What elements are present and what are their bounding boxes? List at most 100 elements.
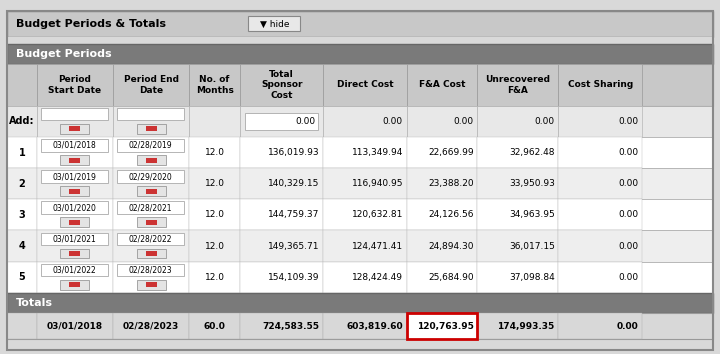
Text: 0.00: 0.00 bbox=[295, 117, 315, 126]
Text: 0.00: 0.00 bbox=[534, 117, 554, 126]
Bar bbox=[7, 137, 713, 168]
Bar bbox=[60, 186, 89, 196]
Bar bbox=[7, 230, 713, 262]
Bar bbox=[477, 137, 558, 168]
Bar bbox=[323, 199, 407, 230]
Bar bbox=[7, 262, 37, 293]
Bar bbox=[323, 137, 407, 168]
Bar bbox=[189, 262, 240, 293]
Text: 154,109.39: 154,109.39 bbox=[269, 273, 320, 282]
Bar bbox=[137, 217, 166, 227]
Bar bbox=[137, 280, 166, 290]
Bar bbox=[37, 64, 113, 106]
Bar bbox=[145, 251, 157, 256]
Text: 22,669.99: 22,669.99 bbox=[428, 148, 474, 157]
Bar bbox=[7, 168, 37, 199]
Text: 60.0: 60.0 bbox=[204, 321, 225, 331]
Text: No. of
Months: No. of Months bbox=[196, 75, 233, 95]
Bar bbox=[145, 220, 157, 225]
Text: 1: 1 bbox=[19, 148, 25, 158]
Text: Add:: Add: bbox=[9, 116, 35, 126]
Text: 724,583.55: 724,583.55 bbox=[263, 321, 320, 331]
Text: Budget Periods & Totals: Budget Periods & Totals bbox=[16, 19, 166, 29]
Bar bbox=[113, 262, 189, 293]
Text: 33,950.93: 33,950.93 bbox=[509, 179, 554, 188]
Bar bbox=[245, 113, 318, 130]
Bar bbox=[558, 106, 642, 137]
Bar bbox=[240, 137, 323, 168]
Bar bbox=[40, 201, 108, 214]
Bar bbox=[477, 199, 558, 230]
Bar bbox=[69, 189, 81, 194]
Bar bbox=[558, 137, 642, 168]
Text: Total
Sponsor
Cost: Total Sponsor Cost bbox=[261, 70, 302, 100]
Bar bbox=[7, 137, 37, 168]
Bar bbox=[145, 189, 157, 194]
Text: 02/29/2020: 02/29/2020 bbox=[128, 172, 172, 181]
Bar bbox=[189, 168, 240, 199]
Bar bbox=[7, 313, 713, 339]
Text: 0.00: 0.00 bbox=[618, 210, 639, 219]
Bar bbox=[37, 137, 113, 168]
Text: Period
Start Date: Period Start Date bbox=[48, 75, 102, 95]
Text: 02/28/2023: 02/28/2023 bbox=[129, 266, 172, 274]
Bar bbox=[240, 106, 323, 137]
Text: Cost Sharing: Cost Sharing bbox=[567, 80, 633, 90]
Bar bbox=[37, 199, 113, 230]
Bar bbox=[145, 126, 157, 131]
Text: 34,963.95: 34,963.95 bbox=[509, 210, 554, 219]
Text: 0.00: 0.00 bbox=[454, 117, 474, 126]
Text: 03/01/2021: 03/01/2021 bbox=[53, 234, 96, 243]
Bar bbox=[558, 64, 642, 106]
Bar bbox=[137, 249, 166, 258]
Bar bbox=[323, 262, 407, 293]
Bar bbox=[37, 313, 113, 339]
Text: 0.00: 0.00 bbox=[617, 321, 639, 331]
Bar bbox=[7, 37, 713, 44]
Bar bbox=[40, 170, 108, 183]
Text: 12.0: 12.0 bbox=[204, 179, 225, 188]
Bar bbox=[248, 16, 300, 32]
Text: 0.00: 0.00 bbox=[383, 117, 403, 126]
Text: 2: 2 bbox=[19, 179, 25, 189]
Text: F&A Cost: F&A Cost bbox=[418, 80, 465, 90]
Bar bbox=[477, 168, 558, 199]
Bar bbox=[407, 168, 477, 199]
Bar bbox=[113, 168, 189, 199]
Bar bbox=[7, 262, 713, 293]
Text: 37,098.84: 37,098.84 bbox=[509, 273, 554, 282]
Bar bbox=[7, 11, 713, 37]
Text: 32,962.48: 32,962.48 bbox=[509, 148, 554, 157]
Text: ▼ hide: ▼ hide bbox=[260, 19, 289, 28]
Bar bbox=[407, 137, 477, 168]
Text: 0.00: 0.00 bbox=[618, 179, 639, 188]
Bar bbox=[69, 158, 81, 162]
Text: Unrecovered
F&A: Unrecovered F&A bbox=[485, 75, 550, 95]
Bar bbox=[37, 262, 113, 293]
Bar bbox=[240, 262, 323, 293]
Bar bbox=[37, 106, 113, 137]
Bar bbox=[407, 106, 477, 137]
Bar bbox=[477, 230, 558, 262]
Text: 03/01/2018: 03/01/2018 bbox=[53, 141, 96, 150]
Text: 149,365.71: 149,365.71 bbox=[269, 241, 320, 251]
Bar bbox=[189, 199, 240, 230]
Text: 25,684.90: 25,684.90 bbox=[428, 273, 474, 282]
Text: 02/28/2023: 02/28/2023 bbox=[123, 321, 179, 331]
Bar bbox=[37, 230, 113, 262]
Bar bbox=[117, 170, 184, 183]
Text: 03/01/2018: 03/01/2018 bbox=[47, 321, 103, 331]
Text: 03/01/2020: 03/01/2020 bbox=[53, 203, 96, 212]
Bar bbox=[7, 230, 37, 262]
Text: 02/28/2021: 02/28/2021 bbox=[129, 203, 172, 212]
Bar bbox=[189, 137, 240, 168]
Text: 0.00: 0.00 bbox=[618, 241, 639, 251]
Bar bbox=[69, 251, 81, 256]
Bar bbox=[60, 249, 89, 258]
Bar bbox=[60, 155, 89, 165]
Text: 36,017.15: 36,017.15 bbox=[509, 241, 554, 251]
Bar bbox=[40, 139, 108, 152]
Text: 128,424.49: 128,424.49 bbox=[352, 273, 403, 282]
Bar bbox=[113, 106, 189, 137]
Text: Totals: Totals bbox=[16, 298, 53, 308]
